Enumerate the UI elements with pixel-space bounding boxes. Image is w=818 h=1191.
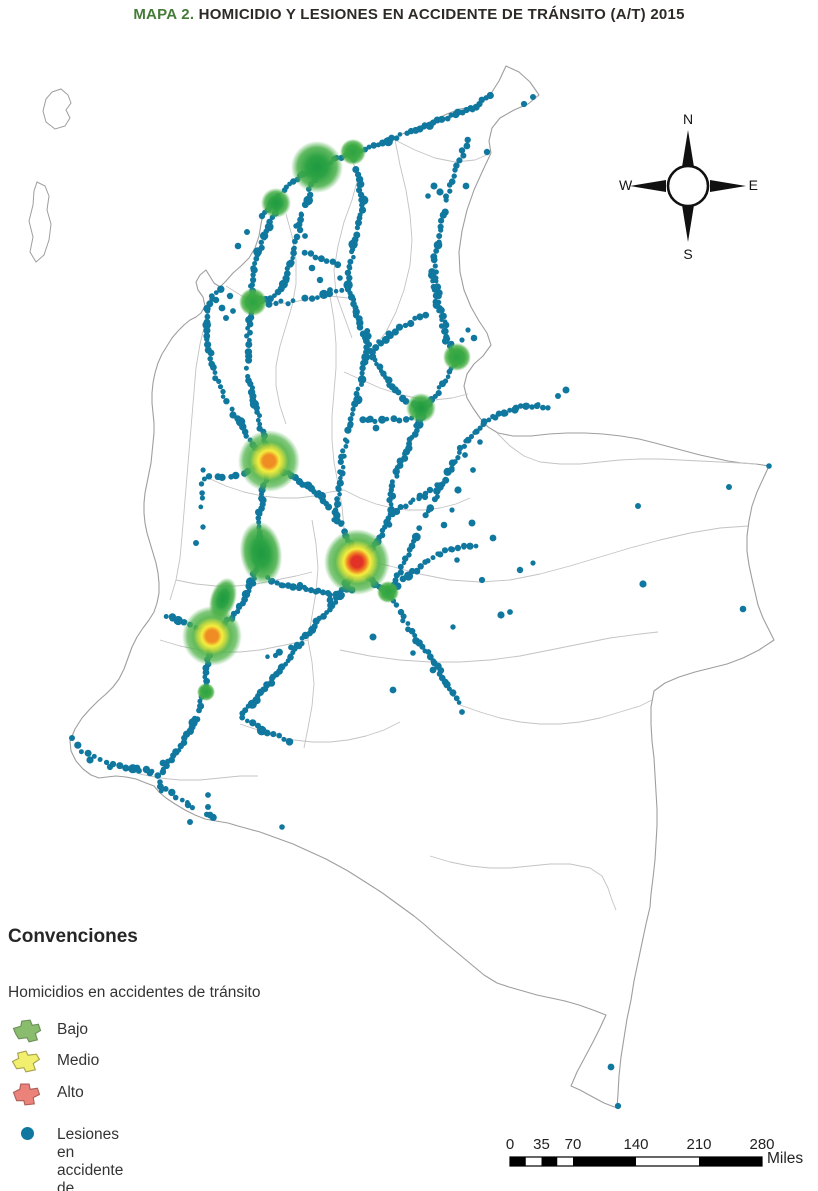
scale-tick-label: 280 xyxy=(749,1136,775,1153)
heat-spot xyxy=(261,188,291,218)
heat-spot xyxy=(406,393,436,423)
high-density-area-icon xyxy=(12,1083,41,1106)
heat-spot xyxy=(291,141,343,193)
heat-spot xyxy=(324,529,390,595)
heat-spot xyxy=(239,521,283,585)
legend-item-label: Lesiones en accidente de tránsito xyxy=(57,1126,124,1191)
san-andres-island xyxy=(42,88,72,130)
compass-rose-icon xyxy=(630,130,746,242)
homicide-heatmap xyxy=(182,139,471,701)
medium-density-area-icon xyxy=(11,1050,41,1073)
heat-spot xyxy=(239,288,267,316)
compass-west-label: W xyxy=(619,177,633,193)
scale-tick-label: 35 xyxy=(533,1136,550,1153)
legend-heading: Convenciones xyxy=(8,926,138,947)
compass-north-label: N xyxy=(682,111,694,127)
san-andres-island xyxy=(28,181,52,263)
legend-item-label: Bajo xyxy=(57,1021,89,1038)
injury-point-icon xyxy=(21,1127,34,1140)
scale-tick-label: 70 xyxy=(564,1136,582,1153)
heat-spot xyxy=(197,683,215,701)
compass-east-label: E xyxy=(748,177,758,193)
heat-spot xyxy=(443,343,471,371)
legend-subheading: Homicidios en accidentes de tránsito xyxy=(8,984,261,1001)
scale-bar-graphic xyxy=(509,1156,763,1167)
heat-spot xyxy=(377,581,399,603)
heat-spot xyxy=(238,430,300,492)
figure-title-text: HOMICIDIO Y LESIONES EN ACCIDENTE DE TRÁ… xyxy=(194,6,685,23)
scale-tick-label: 0 xyxy=(505,1136,515,1153)
scale-tick-label: 140 xyxy=(623,1136,649,1153)
compass-south-label: S xyxy=(683,246,693,262)
legend-item-label: Medio xyxy=(57,1052,100,1069)
legend-item-label: Alto xyxy=(57,1084,84,1101)
scale-bar: Miles 0 35 70 140 210 280 xyxy=(505,1136,818,1178)
compass-rose: N S W E xyxy=(619,111,758,262)
scale-tick-label: 210 xyxy=(686,1136,712,1153)
heat-spot xyxy=(182,606,242,666)
scale-bar-unit: Miles xyxy=(767,1150,804,1167)
heat-spot xyxy=(340,139,366,165)
figure-title-number: MAPA 2. xyxy=(133,6,195,23)
figure-title: MAPA 2. HOMICIDIO Y LESIONES EN ACCIDENT… xyxy=(0,6,818,23)
low-density-area-icon xyxy=(12,1019,42,1043)
